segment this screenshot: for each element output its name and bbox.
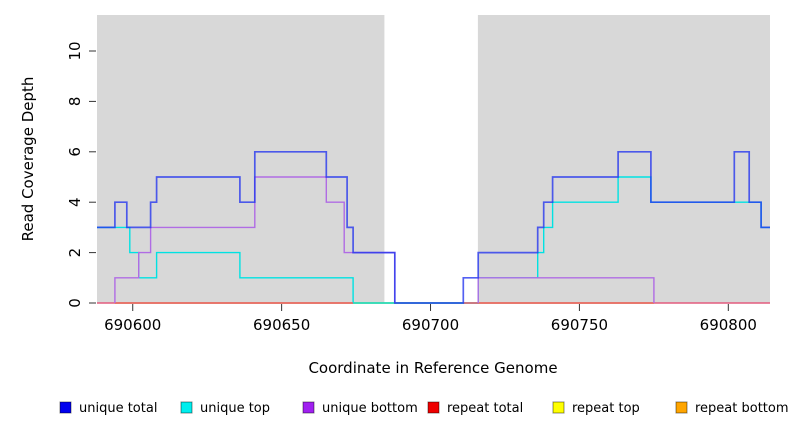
legend-swatch-repeat-top: [552, 401, 565, 414]
plot-band-1: [477, 15, 770, 303]
y-tick-label: 4: [66, 197, 84, 207]
legend-item-unique-top: unique top: [180, 401, 270, 416]
legend-swatch-repeat-bottom: [675, 401, 688, 414]
x-tick-label: 690600: [104, 316, 161, 334]
legend-item-repeat-top: repeat top: [552, 401, 640, 416]
legend: unique total unique top unique bottom repea…: [59, 401, 789, 416]
series-unique-total: [97, 150, 770, 304]
legend-swatch-unique-top: [180, 401, 193, 414]
x-axis-label: Coordinate in Reference Genome: [308, 359, 557, 377]
legend-label: repeat top: [572, 401, 640, 416]
x-tick-label: 690800: [700, 316, 757, 334]
legend-swatch-unique-bottom: [302, 401, 315, 414]
plot-band-0: [97, 15, 385, 303]
legend-label: unique total: [79, 401, 157, 416]
y-tick-label: 8: [66, 97, 84, 107]
legend-item-repeat-bottom: repeat bottom: [675, 401, 789, 416]
plot-background-bands: [97, 15, 770, 303]
y-tick-label: 6: [66, 147, 84, 157]
data-series: [97, 150, 770, 304]
legend-item-unique-total: unique total: [59, 401, 157, 416]
x-tick-label: 690750: [551, 316, 608, 334]
legend-swatch-repeat-total: [427, 401, 440, 414]
x-tick-label: 690700: [402, 316, 459, 334]
legend-swatch-unique-total: [59, 401, 72, 414]
legend-label: unique top: [200, 401, 270, 416]
y-axis-label: Read Coverage Depth: [19, 77, 37, 242]
legend-label: repeat total: [447, 401, 523, 416]
y-tick-label: 2: [66, 248, 84, 258]
axis-tick-labels: 690600 690650 690700 690750 690800 0 2 4 6 8 10: [66, 41, 757, 334]
series-unique-bottom-seg1: [477, 277, 655, 303]
axis-ticks: [89, 50, 729, 311]
y-tick-label: 0: [66, 298, 84, 308]
legend-item-repeat-total: repeat total: [427, 401, 523, 416]
x-tick-label: 690650: [253, 316, 310, 334]
y-tick-label: 10: [66, 41, 84, 60]
legend-item-unique-bottom: unique bottom: [302, 401, 418, 416]
legend-label: unique bottom: [322, 401, 418, 416]
legend-label: repeat bottom: [695, 401, 789, 416]
